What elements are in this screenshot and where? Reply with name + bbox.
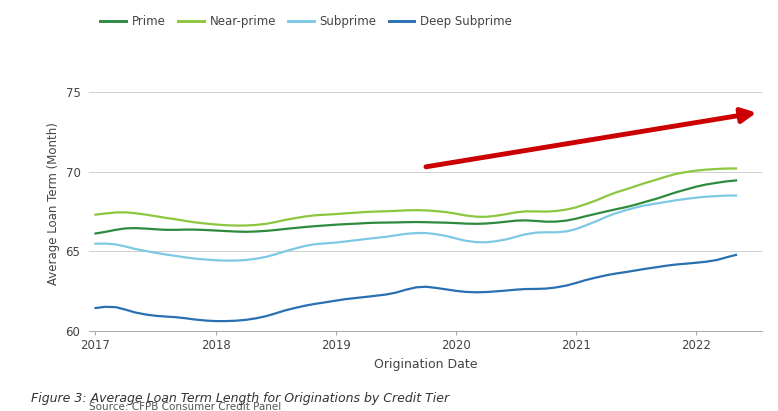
Text: Figure 3: Average Loan Term Length for Originations by Credit Tier: Figure 3: Average Loan Term Length for O… [31, 392, 449, 405]
X-axis label: Origination Date: Origination Date [374, 358, 478, 371]
Y-axis label: Average Loan Term (Month): Average Loan Term (Month) [47, 122, 60, 285]
Text: Source: CFPB Consumer Credit Panel: Source: CFPB Consumer Credit Panel [89, 402, 282, 411]
Legend: Prime, Near-prime, Subprime, Deep Subprime: Prime, Near-prime, Subprime, Deep Subpri… [96, 11, 517, 33]
